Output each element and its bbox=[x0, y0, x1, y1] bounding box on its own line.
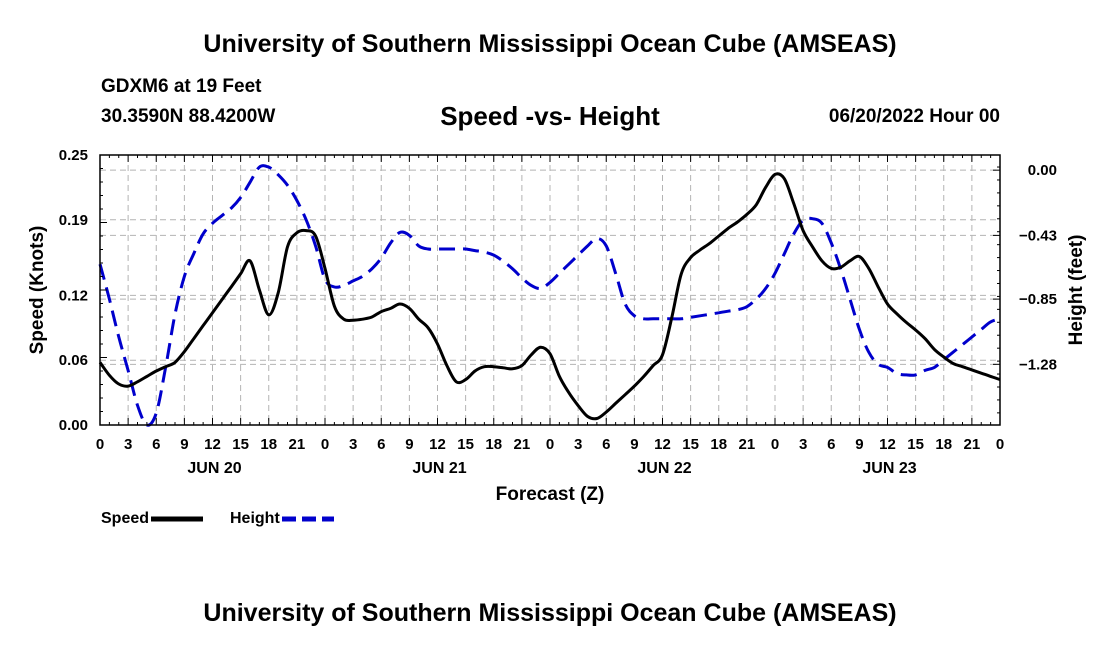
x-tick-label: 12 bbox=[204, 436, 221, 453]
x-tick-label: 18 bbox=[485, 436, 502, 453]
x-tick-label: 3 bbox=[574, 436, 582, 453]
x-tick-label: 12 bbox=[879, 436, 896, 453]
x-tick-label: 12 bbox=[654, 436, 671, 453]
chart-title: Speed -vs- Height bbox=[440, 101, 660, 131]
x-tick-label: 0 bbox=[996, 436, 1004, 453]
legend-height-label: Height bbox=[230, 510, 280, 527]
series-line-speed bbox=[98, 172, 1001, 421]
x-tick-label: 21 bbox=[739, 436, 756, 453]
x-tick-label: 18 bbox=[935, 436, 952, 453]
day-label: JUN 23 bbox=[862, 460, 916, 477]
x-tick-label: 9 bbox=[855, 436, 863, 453]
x-tick-label: 3 bbox=[799, 436, 807, 453]
y-tick-label: 0.06 bbox=[59, 352, 88, 369]
x-tick-label: 15 bbox=[457, 436, 474, 453]
y-tick-label: 0.12 bbox=[59, 287, 88, 304]
legend-height: Height bbox=[230, 510, 336, 528]
x-tick-label: 9 bbox=[630, 436, 638, 453]
x-tick-label: 9 bbox=[180, 436, 188, 453]
x-tick-label: 15 bbox=[232, 436, 249, 453]
x-tick-label: 6 bbox=[827, 436, 835, 453]
x-tick-label: 21 bbox=[289, 436, 306, 453]
day-label: JUN 20 bbox=[187, 460, 241, 477]
x-tick-label: 18 bbox=[710, 436, 727, 453]
x-tick-label: 18 bbox=[260, 436, 277, 453]
y-tick-label: 0.00 bbox=[59, 417, 88, 434]
legend-speed-swatch bbox=[151, 516, 204, 522]
series-line-height bbox=[98, 164, 1001, 427]
station-label: GDXM6 at 19 Feet bbox=[101, 76, 262, 97]
y2-axis-title: Height (feet) bbox=[1066, 235, 1087, 346]
y2-tick-label: −1.28 bbox=[1019, 356, 1057, 373]
x-tick-label: 0 bbox=[321, 436, 329, 453]
legend-speed: Speed bbox=[101, 510, 205, 528]
legend-height-swatch bbox=[281, 516, 334, 522]
x-tick-label: 6 bbox=[152, 436, 160, 453]
x-tick-label: 9 bbox=[405, 436, 413, 453]
speed-height-chart: 0 3 6 9 12 15 18 21 0 3 6 9 12 15 18 21 0 3 6 9 12 15 18 21 0 3 6 9… bbox=[27, 147, 1087, 505]
y2-tick-label: 0.00 bbox=[1028, 162, 1057, 179]
forecast-date: 06/20/2022 Hour 00 bbox=[828, 106, 1000, 127]
x-tick-label: 15 bbox=[907, 436, 924, 453]
x-tick-label: 6 bbox=[377, 436, 385, 453]
x-tick-label: 3 bbox=[349, 436, 357, 453]
x-tick-label: 0 bbox=[546, 436, 554, 453]
day-label: JUN 22 bbox=[637, 460, 691, 477]
legend-speed-label: Speed bbox=[101, 510, 150, 527]
x-tick-label: 3 bbox=[124, 436, 132, 453]
x-tick-label: 12 bbox=[429, 436, 446, 453]
axis-ticks bbox=[99, 154, 1001, 426]
main-title: University of Southern Mississippi Ocean… bbox=[203, 30, 897, 58]
coordinates-label: 30.3590N 88.4200W bbox=[101, 106, 276, 127]
x-tick-label: 21 bbox=[964, 436, 981, 453]
x-axis-title: Forecast (Z) bbox=[496, 484, 605, 505]
y-tick-label: 0.19 bbox=[59, 212, 88, 229]
grid-lines bbox=[100, 154, 1000, 425]
x-tick-label: 0 bbox=[96, 436, 104, 453]
tick-labels: 0 3 6 9 12 15 18 21 0 3 6 9 12 15 18 21 0 3 6 9 12 15 18 21 0 3 6 9… bbox=[59, 147, 1057, 477]
footer-title: University of Southern Mississippi Ocean… bbox=[203, 599, 897, 627]
day-label: JUN 21 bbox=[412, 460, 466, 477]
y2-tick-label: −0.43 bbox=[1019, 227, 1057, 244]
y-axis-title: Speed (Knots) bbox=[27, 226, 48, 355]
y-tick-label: 0.25 bbox=[59, 147, 88, 164]
x-tick-label: 0 bbox=[771, 436, 779, 453]
x-tick-label: 6 bbox=[602, 436, 610, 453]
x-tick-label: 15 bbox=[682, 436, 699, 453]
x-tick-label: 21 bbox=[514, 436, 531, 453]
data-series bbox=[98, 164, 1001, 427]
y2-tick-label: −0.85 bbox=[1019, 291, 1057, 308]
